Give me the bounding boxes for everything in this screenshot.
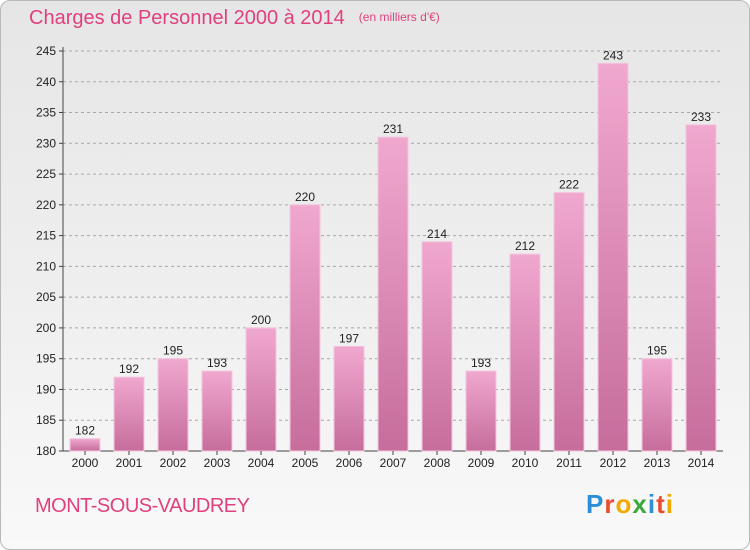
town-name: MONT-SOUS-VAUDREY <box>35 495 250 517</box>
x-tick-label: 2014 <box>688 456 715 470</box>
x-tick-label: 2012 <box>600 456 627 470</box>
x-tick-label: 2003 <box>204 456 231 470</box>
bar-value-label: 195 <box>163 344 183 358</box>
bar-value-label: 212 <box>515 239 535 253</box>
y-tick-label: 235 <box>36 106 56 120</box>
y-tick-label: 225 <box>36 167 56 181</box>
bar <box>377 136 409 452</box>
y-tick-label: 195 <box>36 352 56 366</box>
chart-title-text: Charges de Personnel 2000 à 2014 <box>29 7 345 29</box>
bar-value-label: 233 <box>691 110 711 124</box>
bar <box>685 124 717 452</box>
bar-value-label: 195 <box>647 344 667 358</box>
y-tick-label: 245 <box>36 44 56 58</box>
bar-value-label: 200 <box>251 313 271 327</box>
bar-value-label: 192 <box>119 362 139 376</box>
bar <box>509 253 541 452</box>
bar-value-label: 197 <box>339 331 359 345</box>
y-tick-label: 210 <box>36 259 56 273</box>
bar-value-label: 243 <box>603 48 623 62</box>
logo-letter: r <box>604 489 616 519</box>
x-tick-label: 2009 <box>468 456 495 470</box>
logo-letter: i <box>665 489 674 519</box>
x-tick-label: 2000 <box>72 456 99 470</box>
x-tick-label: 2008 <box>424 456 451 470</box>
proxiti-logo: Proxiti <box>586 489 674 520</box>
bar <box>553 192 585 452</box>
x-tick-label: 2006 <box>336 456 363 470</box>
logo-letter: P <box>586 489 605 519</box>
y-tick-label: 205 <box>36 290 56 304</box>
bar <box>289 204 321 452</box>
bar-value-label: 182 <box>75 424 95 438</box>
bar <box>201 370 233 452</box>
bar <box>597 62 629 452</box>
bar <box>245 327 277 452</box>
logo-letter: x <box>632 489 648 519</box>
bar-value-label: 193 <box>471 356 491 370</box>
logo-letter: o <box>615 489 633 519</box>
bar <box>333 345 365 452</box>
y-tick-label: 185 <box>36 413 56 427</box>
x-tick-label: 2005 <box>292 456 319 470</box>
chart-title: Charges de Personnel 2000 à 2014 (en mill… <box>29 7 440 30</box>
y-tick-label: 200 <box>36 321 56 335</box>
bar-value-label: 193 <box>207 356 227 370</box>
logo-letter: t <box>656 489 666 519</box>
bar-value-label: 214 <box>427 227 447 241</box>
x-tick-label: 2010 <box>512 456 539 470</box>
bar <box>69 438 101 452</box>
x-tick-label: 2013 <box>644 456 671 470</box>
bar-value-label: 222 <box>559 178 579 192</box>
bar-value-label: 220 <box>295 190 315 204</box>
bar <box>157 358 189 452</box>
y-tick-label: 215 <box>36 229 56 243</box>
y-tick-label: 190 <box>36 382 56 396</box>
x-tick-label: 2007 <box>380 456 407 470</box>
x-tick-label: 2001 <box>116 456 143 470</box>
bar-value-label: 231 <box>383 122 403 136</box>
y-tick-label: 180 <box>36 444 56 458</box>
bar <box>113 376 145 452</box>
logo-letter: i <box>647 489 657 519</box>
y-tick-label: 230 <box>36 136 56 150</box>
x-tick-label: 2011 <box>556 456 582 470</box>
y-tick-label: 240 <box>36 75 56 89</box>
y-tick-label: 220 <box>36 198 56 212</box>
bar <box>421 241 453 452</box>
x-tick-label: 2002 <box>160 456 187 470</box>
bar <box>465 370 497 452</box>
chart-subtitle: (en milliers d'€) <box>358 10 440 24</box>
bar <box>641 358 673 452</box>
x-tick-label: 2004 <box>248 456 275 470</box>
